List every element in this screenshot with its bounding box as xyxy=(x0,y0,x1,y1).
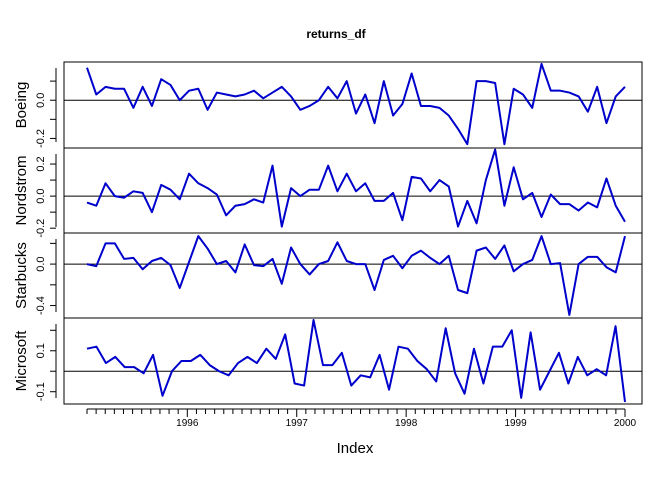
y-tick-label: 0.0 xyxy=(35,93,47,108)
panel-nordstrom: -0.2 0.0 0.2 Nordstrom xyxy=(13,147,643,238)
x-tick-label: 2000 xyxy=(614,418,637,429)
y-tick-label: 0.2 xyxy=(35,156,47,171)
panels-group: -0.2 0.0 Boeing -0.2 0.0 0.2 Nordstrom -0.4 0.0 S… xyxy=(13,61,643,405)
y-tick-label: 0.0 xyxy=(35,256,47,271)
y-tick-label: -0.2 xyxy=(35,129,47,148)
panel-frame xyxy=(63,317,643,405)
panel-microsoft: -0.1 0.1 Microsoft xyxy=(13,317,643,405)
x-tick-label: 1999 xyxy=(504,418,527,429)
series-label-nordstrom: Nordstrom xyxy=(13,155,30,225)
x-axis-title: Index xyxy=(337,440,374,457)
y-tick-label: -0.4 xyxy=(35,296,47,315)
y-tick-label: -0.1 xyxy=(35,382,47,401)
y-tick-label: 0.1 xyxy=(35,343,47,358)
x-tick-label: 1998 xyxy=(395,418,418,429)
y-tick-label: 0.0 xyxy=(35,188,47,203)
series-line-boeing xyxy=(86,62,626,146)
y-tick-label: -0.2 xyxy=(35,219,47,238)
series-label-starbucks: Starbucks xyxy=(13,242,30,309)
x-tick-label: 1996 xyxy=(176,418,199,429)
chart-title: returns_df xyxy=(306,27,366,41)
series-line-microsoft xyxy=(86,319,626,403)
series-line-nordstrom xyxy=(86,148,626,228)
series-label-boeing: Boeing xyxy=(13,82,30,129)
x-axis: 1996 1997 1998 1999 2000 xyxy=(86,408,637,429)
series-label-microsoft: Microsoft xyxy=(13,330,30,392)
series-line-starbucks xyxy=(86,235,626,316)
x-tick-label: 1997 xyxy=(286,418,309,429)
